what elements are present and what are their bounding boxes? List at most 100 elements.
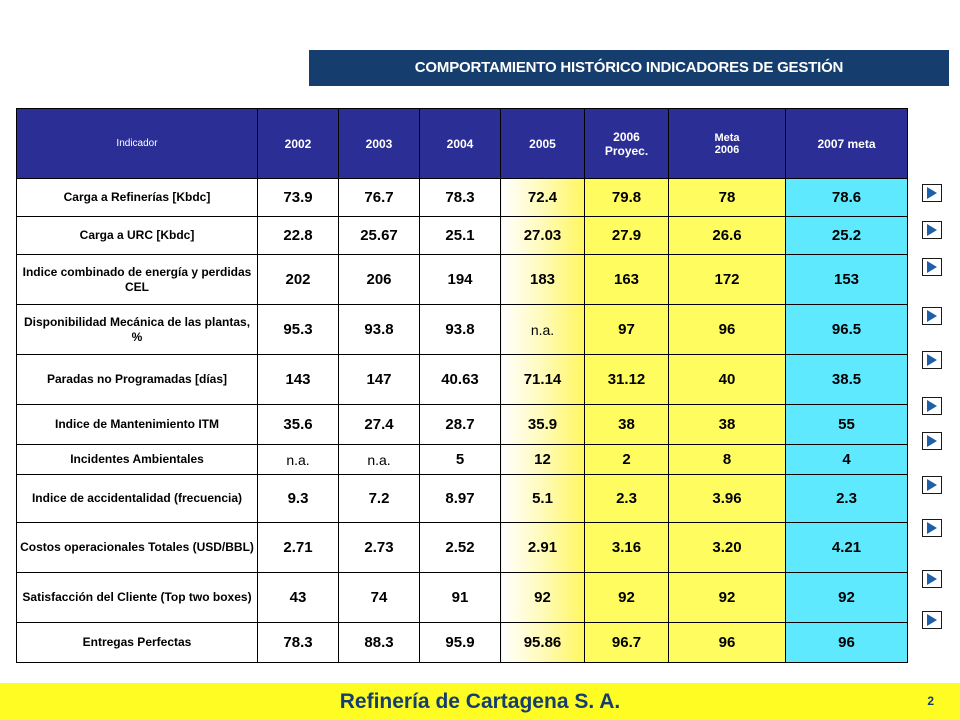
value-cell: 26.6	[668, 216, 786, 255]
play-arrow-icon	[927, 310, 937, 322]
value-cell: 2.52	[419, 522, 501, 573]
value-cell: 2.73	[338, 522, 420, 573]
value-cell: 97	[584, 304, 669, 355]
play-arrow-button[interactable]	[922, 519, 942, 537]
value-cell: 12	[500, 444, 585, 475]
play-arrow-button[interactable]	[922, 351, 942, 369]
value-cell: 8	[668, 444, 786, 475]
company-name: Refinería de Cartagena S. A.	[339, 690, 621, 713]
value-cell: 73.9	[257, 178, 339, 217]
value-cell: 202	[257, 254, 339, 305]
value-cell: 92	[785, 572, 908, 623]
value-cell: 79.8	[584, 178, 669, 217]
table-row: Indice de accidentalidad (frecuencia) 9.3…	[16, 474, 908, 523]
indicator-label: Costos operacionales Totales (USD/BBL)	[16, 522, 258, 573]
value-cell: 96	[668, 622, 786, 663]
play-arrow-button[interactable]	[922, 184, 942, 202]
play-arrow-button[interactable]	[922, 611, 942, 629]
indicators-table: Indicador 2002 2003 2004 2005 2006 Proye…	[16, 108, 908, 663]
value-cell: 2	[584, 444, 669, 475]
play-arrow-icon	[927, 354, 937, 366]
value-cell: 35.9	[500, 404, 585, 445]
value-cell: 55	[785, 404, 908, 445]
indicator-label: Disponibilidad Mecánica de las plantas, …	[16, 304, 258, 355]
value-cell: 72.4	[500, 178, 585, 217]
value-cell: 88.3	[338, 622, 420, 663]
table-row: Paradas no Programadas [días] 143 147 40.63…	[16, 354, 908, 405]
value-cell: 78.6	[785, 178, 908, 217]
value-cell: 153	[785, 254, 908, 305]
header-cell-meta-2006: Meta 2006	[668, 108, 786, 179]
play-arrow-button[interactable]	[922, 570, 942, 588]
play-arrow-button[interactable]	[922, 397, 942, 415]
table-row: Carga a URC [Kbdc] 22.8 25.67 25.1 27.03 27.9…	[16, 216, 908, 255]
footer-bar: Refinería de Cartagena S. A. 2	[0, 683, 960, 720]
value-cell: 3.96	[668, 474, 786, 523]
play-arrow-icon	[927, 187, 937, 199]
value-cell: 172	[668, 254, 786, 305]
value-cell: 71.14	[500, 354, 585, 405]
value-cell: 92	[584, 572, 669, 623]
value-cell: 38.5	[785, 354, 908, 405]
value-cell: 163	[584, 254, 669, 305]
table-row: Indice combinado de energía y perdidas C…	[16, 254, 908, 305]
indicator-label: Carga a Refinerías [Kbdc]	[16, 178, 258, 217]
play-arrow-icon	[927, 435, 937, 447]
value-cell: 4.21	[785, 522, 908, 573]
play-arrow-button[interactable]	[922, 307, 942, 325]
header-cell-2005: 2005	[500, 108, 585, 179]
value-cell: 4	[785, 444, 908, 475]
value-cell: 76.7	[338, 178, 420, 217]
value-cell: 92	[668, 572, 786, 623]
indicator-label: Paradas no Programadas [días]	[16, 354, 258, 405]
value-cell: 25.2	[785, 216, 908, 255]
value-cell: 96	[668, 304, 786, 355]
value-cell: 27.03	[500, 216, 585, 255]
play-arrow-icon	[927, 479, 937, 491]
value-cell: 40	[668, 354, 786, 405]
value-cell: 96	[785, 622, 908, 663]
header-cell-2006-proyec: 2006 Proyec.	[584, 108, 669, 179]
value-cell: 92	[500, 572, 585, 623]
play-arrow-button[interactable]	[922, 258, 942, 276]
value-cell: 2.3	[584, 474, 669, 523]
value-cell: 78.3	[419, 178, 501, 217]
indicator-label: Indice de Mantenimiento ITM	[16, 404, 258, 445]
play-arrow-button[interactable]	[922, 432, 942, 450]
table-row: Indice de Mantenimiento ITM 35.6 27.4 28.7 3…	[16, 404, 908, 445]
value-cell: 5.1	[500, 474, 585, 523]
value-cell: 194	[419, 254, 501, 305]
value-cell: 2.71	[257, 522, 339, 573]
table-row: Incidentes Ambientales n.a. n.a. 5 12 2 8 4	[16, 444, 908, 475]
value-cell: 7.2	[338, 474, 420, 523]
header-cell-indicador: Indicador	[16, 108, 258, 179]
value-cell: 95.86	[500, 622, 585, 663]
value-cell: 74	[338, 572, 420, 623]
value-cell: n.a.	[257, 444, 339, 475]
value-cell: 143	[257, 354, 339, 405]
value-cell: 22.8	[257, 216, 339, 255]
value-cell: 78	[668, 178, 786, 217]
value-cell: 95.9	[419, 622, 501, 663]
value-cell: 2.91	[500, 522, 585, 573]
value-cell: 183	[500, 254, 585, 305]
play-arrow-button[interactable]	[922, 221, 942, 239]
play-arrow-icon	[927, 224, 937, 236]
header-cell-2003: 2003	[338, 108, 420, 179]
header-cell-2002: 2002	[257, 108, 339, 179]
value-cell: 28.7	[419, 404, 501, 445]
table-row: Carga a Refinerías [Kbdc] 73.9 76.7 78.3 72.…	[16, 178, 908, 217]
value-cell: 31.12	[584, 354, 669, 405]
value-cell: 25.67	[338, 216, 420, 255]
value-cell: 38	[668, 404, 786, 445]
value-cell: 2.3	[785, 474, 908, 523]
value-cell: 3.16	[584, 522, 669, 573]
value-cell: 38	[584, 404, 669, 445]
slide-title: COMPORTAMIENTO HISTÓRICO INDICADORES DE …	[309, 50, 949, 86]
play-arrow-button[interactable]	[922, 476, 942, 494]
indicator-label: Carga a URC [Kbdc]	[16, 216, 258, 255]
table-row: Satisfacción del Cliente (Top two boxes)…	[16, 572, 908, 623]
value-cell: 147	[338, 354, 420, 405]
value-cell: 40.63	[419, 354, 501, 405]
value-cell: 96.7	[584, 622, 669, 663]
